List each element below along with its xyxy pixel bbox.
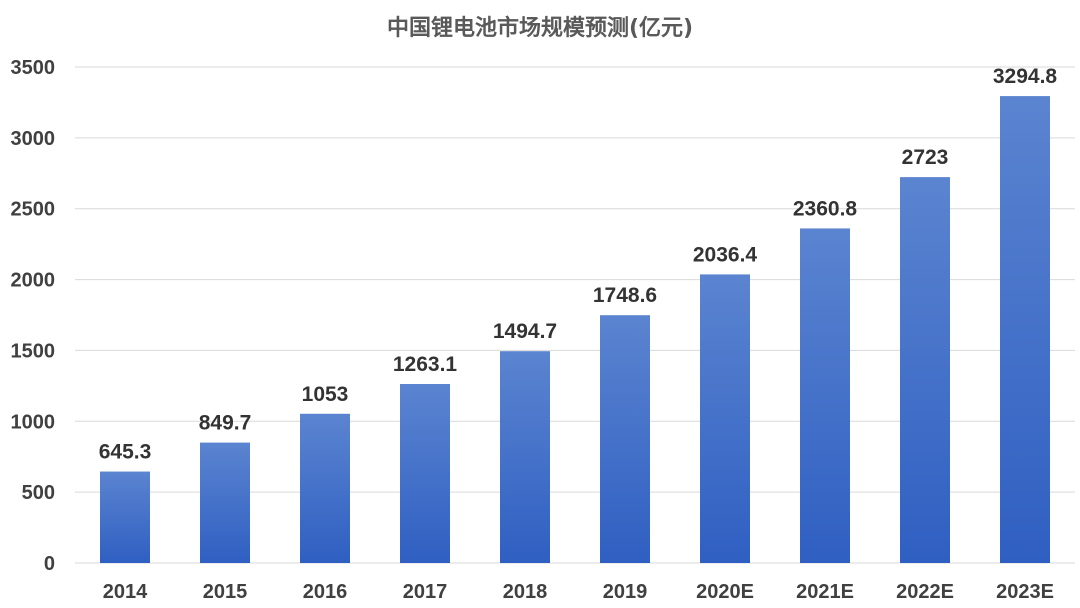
x-tick-label: 2020E bbox=[696, 581, 754, 603]
y-tick-label: 2000 bbox=[11, 270, 56, 292]
bar bbox=[400, 384, 450, 563]
x-axis-ticks: 2014 2015 2016 2017 2018 2019 2020E 2021E 2022E 2… bbox=[103, 581, 1054, 603]
bar bbox=[300, 413, 350, 563]
data-label: 2723 bbox=[902, 146, 949, 169]
bar bbox=[800, 228, 850, 563]
data-labels: 645.3 849.7 1053 1263.1 1494.7 1748.6 2036.4 23… bbox=[99, 65, 1058, 463]
x-tick-label: 2018 bbox=[503, 581, 548, 603]
data-label: 849.7 bbox=[199, 412, 252, 435]
data-label: 1053 bbox=[302, 383, 349, 406]
bars bbox=[100, 96, 1050, 563]
x-tick-label: 2022E bbox=[896, 581, 954, 603]
y-tick-label: 500 bbox=[22, 482, 55, 504]
bar bbox=[100, 471, 150, 563]
x-tick-label: 2017 bbox=[403, 581, 448, 603]
bar bbox=[500, 351, 550, 563]
x-tick-label: 2021E bbox=[796, 581, 854, 603]
y-tick-label: 0 bbox=[44, 553, 55, 575]
x-tick-label: 2015 bbox=[203, 581, 248, 603]
data-label: 2036.4 bbox=[693, 243, 758, 266]
y-tick-label: 1000 bbox=[11, 411, 56, 433]
data-label: 1494.7 bbox=[493, 320, 557, 343]
data-label: 3294.8 bbox=[993, 65, 1058, 88]
x-tick-label: 2023E bbox=[996, 581, 1054, 603]
data-label: 1748.6 bbox=[593, 284, 657, 307]
x-tick-label: 2019 bbox=[603, 581, 648, 603]
x-tick-label: 2014 bbox=[103, 581, 148, 603]
y-tick-label: 2500 bbox=[11, 199, 56, 221]
y-tick-label: 1500 bbox=[11, 340, 56, 362]
chart-title: 中国锂电池市场规模预测(亿元) bbox=[387, 15, 693, 41]
y-axis-ticks: 0 500 1000 1500 2000 2500 3000 3500 bbox=[11, 57, 56, 575]
bar bbox=[700, 274, 750, 563]
y-tick-label: 3500 bbox=[11, 57, 56, 79]
bar bbox=[600, 315, 650, 563]
data-label: 1263.1 bbox=[393, 353, 458, 376]
bar bbox=[1000, 96, 1050, 563]
data-label: 645.3 bbox=[99, 441, 152, 464]
y-tick-label: 3000 bbox=[11, 128, 56, 150]
bar bbox=[200, 442, 250, 563]
x-tick-label: 2016 bbox=[303, 581, 348, 603]
data-label: 2360.8 bbox=[793, 197, 858, 220]
bar bbox=[900, 177, 950, 563]
